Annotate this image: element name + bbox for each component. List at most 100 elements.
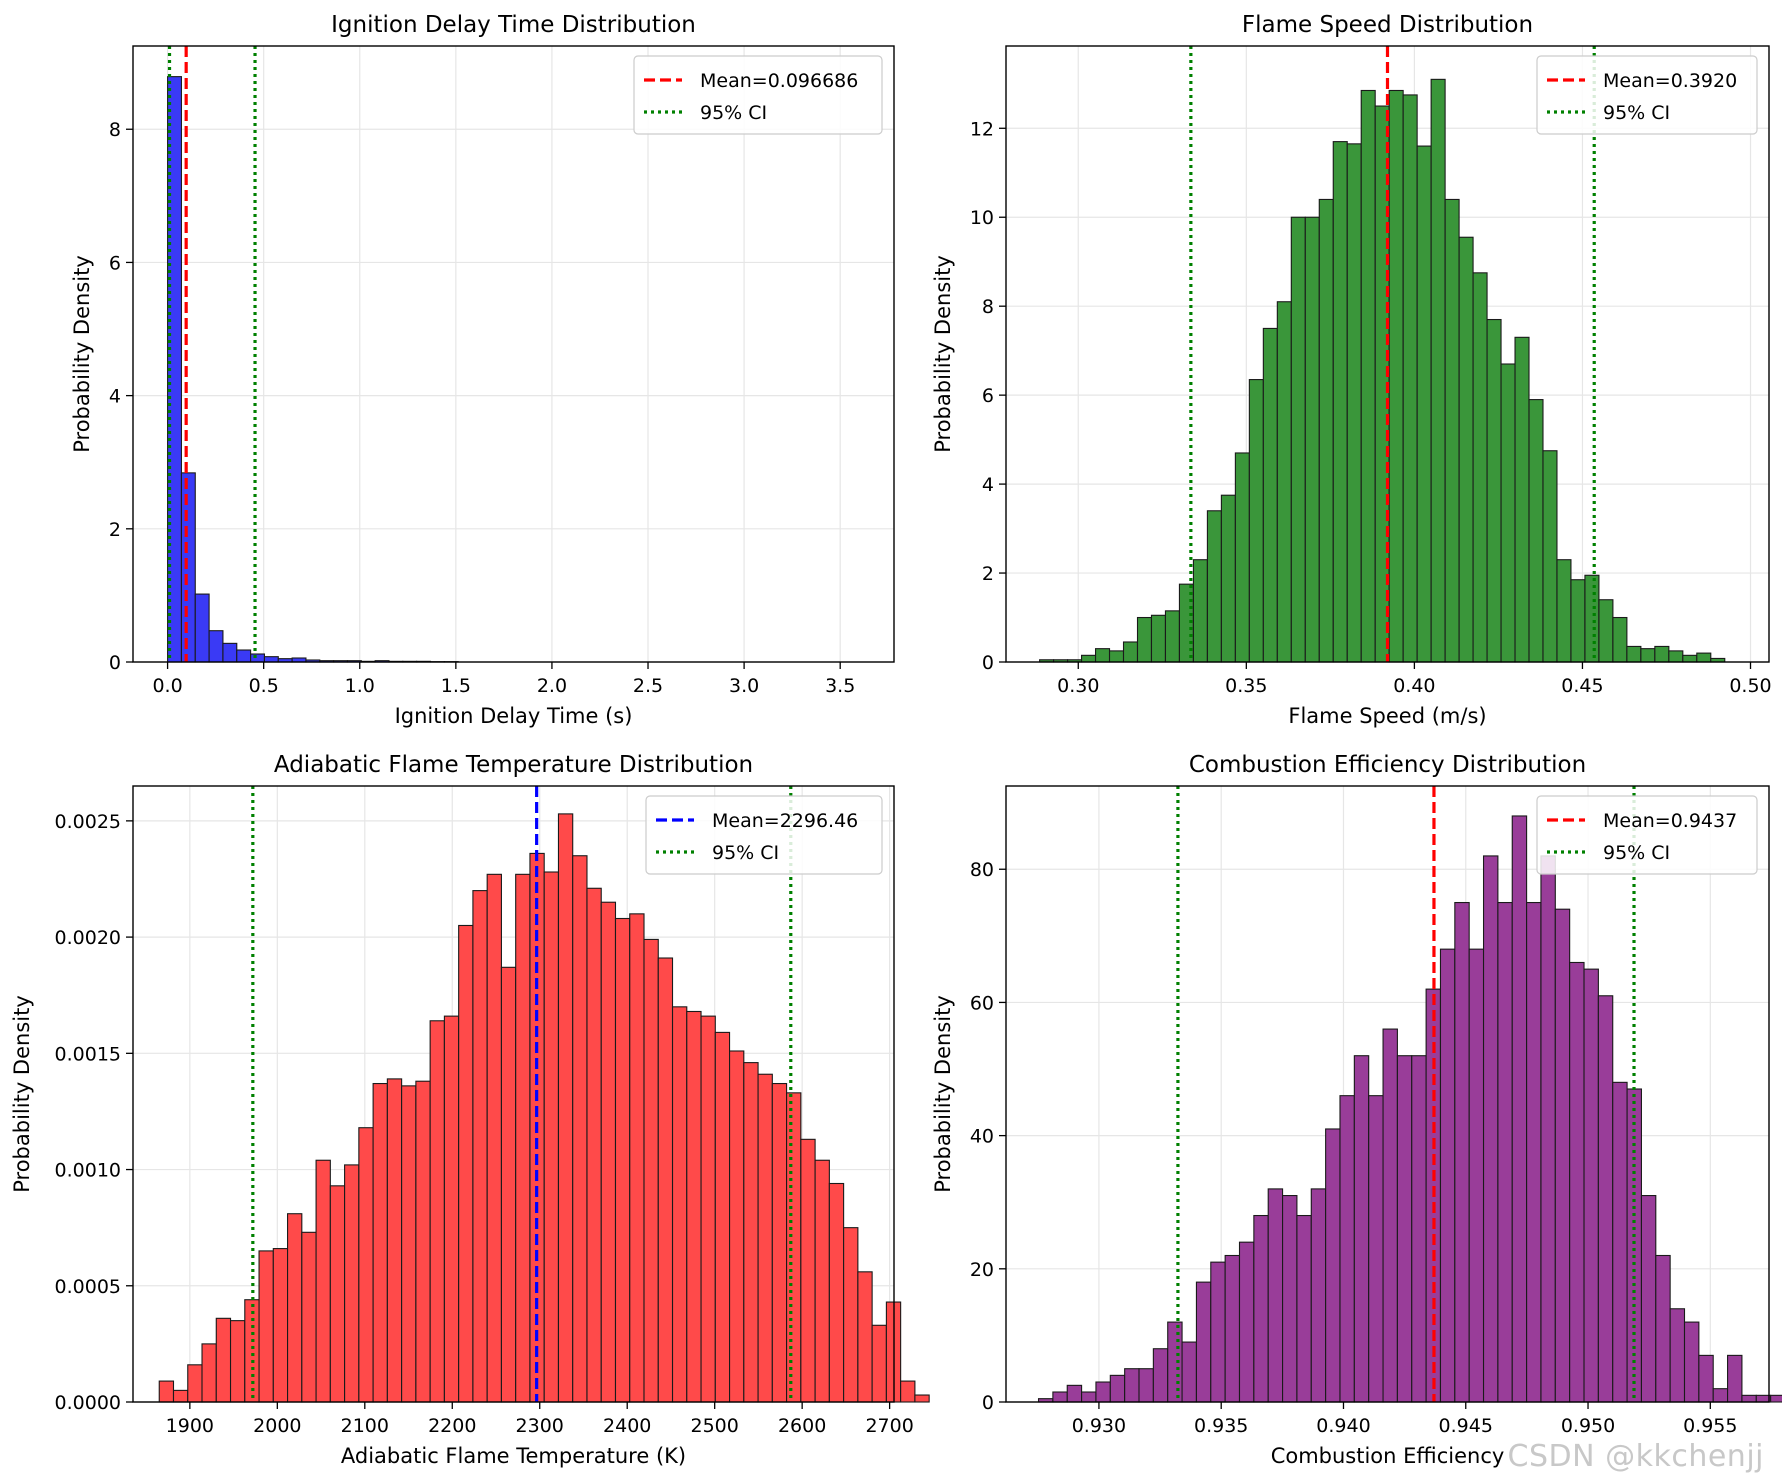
x-tick-label: 0.45	[1561, 675, 1603, 697]
histogram-bar	[1540, 855, 1556, 1403]
histogram-bar	[1150, 614, 1167, 663]
histogram-bar	[1388, 89, 1404, 663]
x-tick-label: 2100	[341, 1415, 389, 1437]
axes-frame	[132, 45, 895, 663]
histogram-bar	[1234, 452, 1250, 663]
histogram-bar	[386, 1078, 403, 1403]
axes-frame	[1005, 785, 1770, 1403]
histogram-bar	[1556, 559, 1572, 663]
histogram-bar	[771, 1082, 788, 1403]
histogram-bar	[1181, 1341, 1197, 1403]
histogram-bar	[344, 1164, 360, 1403]
ignition-delay-panel: 0.0 0.5 1.0 1.5 2.0 2.5 3.0 3.5 0 2 4 6 8 Ignition De…	[70, 12, 895, 728]
histogram-bar	[1122, 641, 1139, 663]
histogram-bar	[1770, 1394, 1782, 1403]
histogram-bar	[1682, 654, 1698, 663]
histogram-bar	[1296, 1214, 1312, 1403]
histogram-bar	[1569, 961, 1585, 1403]
histogram-bar	[1430, 78, 1446, 663]
x-tick-label: 0.950	[1561, 1415, 1615, 1437]
y-tick-label: 60	[970, 992, 994, 1014]
y-tick-label: 4	[982, 474, 994, 496]
x-tick-label: 2400	[603, 1415, 651, 1437]
histogram-bar	[700, 1015, 716, 1403]
x-axis-label: Adiabatic Flame Temperature (K)	[341, 1444, 686, 1468]
x-tick-label: 2600	[778, 1415, 826, 1437]
x-tick-label: 1.0	[345, 675, 375, 697]
x-tick-label: 0.30	[1057, 675, 1099, 697]
legend: Mean=0.9437 95% CI	[1536, 795, 1758, 875]
histogram-bar	[1597, 995, 1614, 1403]
x-tick-label: 2500	[691, 1415, 739, 1437]
histogram-bar	[643, 938, 659, 1403]
histogram-bar	[1290, 216, 1306, 663]
legend-ci-label: 95% CI	[712, 842, 779, 864]
x-tick-label: 0.940	[1316, 1415, 1370, 1437]
y-tick-label: 2	[109, 519, 121, 541]
histogram-bar	[914, 1394, 930, 1403]
histogram-bar	[1497, 901, 1513, 1403]
histogram-bar	[1136, 616, 1153, 663]
x-axis-label: Ignition Delay Time (s)	[395, 704, 633, 728]
histogram-bar	[1402, 94, 1418, 663]
histogram-bar	[1454, 901, 1470, 1403]
y-axis-label: Probability Density	[931, 255, 955, 453]
histogram-bar	[194, 593, 210, 663]
histogram-bar	[201, 1343, 217, 1403]
chart-title: Combustion Efficiency Distribution	[1189, 752, 1586, 778]
histogram-bar	[1262, 327, 1278, 663]
histogram-bar	[729, 1050, 745, 1403]
x-tick-label: 0.35	[1225, 675, 1267, 697]
chart-title: Flame Speed Distribution	[1242, 12, 1533, 38]
histogram-bar	[1640, 648, 1656, 663]
histogram-bar	[1528, 399, 1544, 663]
legend: Mean=2296.46 95% CI	[645, 795, 883, 875]
legend-mean-label: Mean=0.9437	[1603, 810, 1737, 832]
histogram-bar	[1698, 1354, 1714, 1403]
y-axis-label: Probability Density	[931, 995, 955, 1193]
histogram-bar	[301, 1231, 317, 1403]
legend-ci-label: 95% CI	[700, 102, 767, 124]
x-tick-label: 0.5	[249, 675, 279, 697]
legend-ci-label: 95% CI	[1603, 842, 1670, 864]
histogram-bar	[1696, 652, 1712, 663]
histogram-bar	[1210, 1261, 1226, 1403]
histogram-bar	[1444, 198, 1460, 663]
histogram-bar	[671, 1006, 688, 1403]
histogram-bar	[401, 1085, 417, 1403]
histogram-bar	[1583, 968, 1599, 1403]
histogram-bar	[1654, 645, 1670, 663]
histogram-bar	[372, 1082, 388, 1403]
y-tick-label: 6	[982, 385, 994, 407]
histogram-bar	[329, 1185, 346, 1403]
x-tick-label: 2.0	[537, 675, 567, 697]
histogram-bar	[1584, 574, 1600, 663]
legend-mean-label: Mean=2296.46	[712, 810, 858, 832]
histogram-bar	[1486, 318, 1502, 663]
histogram-bar	[1124, 1368, 1140, 1403]
histogram-bar	[857, 1271, 873, 1403]
histogram-bar	[1167, 1321, 1183, 1403]
histogram-bar	[486, 873, 502, 1403]
histogram-bar	[629, 913, 645, 1403]
histogram-bar	[1598, 599, 1614, 663]
histogram-bar	[180, 472, 196, 663]
y-tick-label: 10	[970, 207, 994, 229]
y-tick-label: 80	[970, 859, 994, 881]
histogram-bar	[1094, 648, 1111, 663]
histogram-bar	[557, 813, 574, 1403]
histogram-bar	[1511, 815, 1528, 1403]
histogram-bar	[1570, 579, 1586, 663]
y-tick-label: 4	[109, 386, 121, 408]
chart-title: Ignition Delay Time Distribution	[331, 12, 696, 38]
x-tick-label: 0.955	[1683, 1415, 1737, 1437]
histogram-bar	[229, 1320, 246, 1403]
histogram-bar	[1108, 650, 1125, 663]
x-tick-label: 2000	[253, 1415, 301, 1437]
y-axis-label: Probability Density	[10, 995, 34, 1193]
histogram-bar	[215, 1317, 232, 1403]
histogram-bar	[315, 1159, 331, 1403]
histogram-bar	[187, 1364, 203, 1403]
y-tick-label: 8	[109, 119, 121, 141]
